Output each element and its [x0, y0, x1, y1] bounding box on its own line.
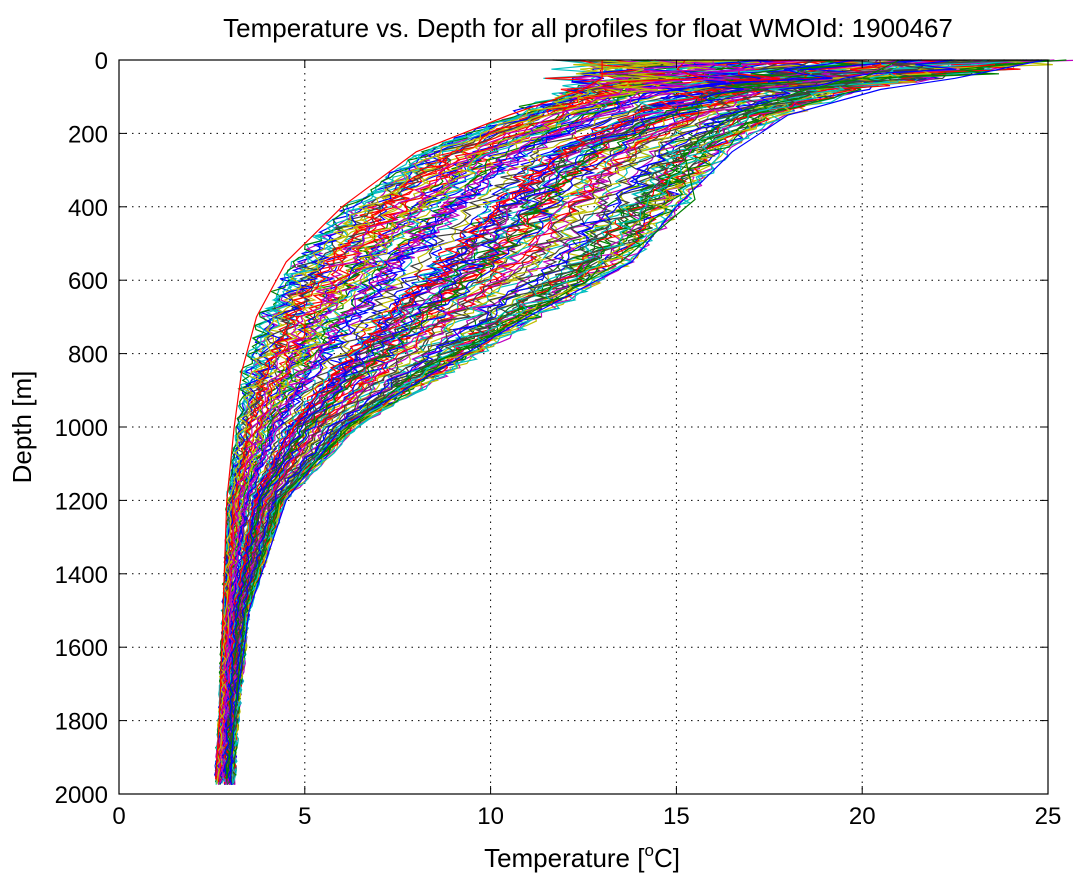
profile-line-111	[227, 59, 928, 784]
profile-line-ref-0	[229, 59, 1045, 780]
profile-line-96	[217, 59, 743, 785]
x-tick-label: 15	[663, 803, 690, 830]
profile-line-118	[229, 59, 1039, 784]
profile-line-ref-2	[215, 60, 603, 780]
y-tick-label: 1800	[55, 709, 108, 736]
profile-line-106	[225, 59, 852, 779]
y-tick-label: 1600	[55, 635, 108, 662]
y-tick-label: 2000	[55, 782, 108, 809]
y-tick-label: 600	[68, 268, 108, 295]
x-tick-labels: 0 5 10 15 20 25	[112, 803, 1061, 830]
x-tick-label: 20	[849, 803, 876, 830]
profile-line-72	[226, 59, 882, 780]
y-tick-label: 200	[68, 121, 108, 148]
profile-line-116	[215, 59, 716, 776]
profile-line-102	[219, 59, 745, 784]
profile-line-114	[217, 59, 703, 783]
x-tick-label: 25	[1035, 803, 1062, 830]
y-tick-label: 1200	[55, 488, 108, 515]
x-tick-label: 0	[112, 803, 125, 830]
profile-line-93	[221, 59, 867, 779]
y-tick-label: 800	[68, 342, 108, 369]
y-tick-labels: 0 200 400 600 800 1000 1200 1400 1600 1800 2000	[55, 48, 108, 809]
profile-line-107	[216, 59, 644, 781]
profile-line-117	[215, 59, 661, 785]
profile-line-119	[227, 59, 957, 786]
y-tick-label: 1000	[55, 415, 108, 442]
x-axis-label: Temperature [oC]	[484, 841, 680, 873]
x-axis-label-end: C]	[654, 843, 680, 873]
profile-line-101	[214, 59, 683, 775]
profile-line-80	[218, 59, 740, 773]
x-axis-label-superscript: o	[644, 841, 653, 860]
y-tick-label: 400	[68, 195, 108, 222]
x-tick-label: 10	[477, 803, 504, 830]
axis-ticks	[118, 59, 1049, 795]
profile-line-112	[224, 59, 856, 775]
grid-lines	[119, 60, 1048, 794]
y-axis-label: Depth [m]	[7, 371, 37, 484]
y-tick-label: 0	[95, 48, 108, 75]
x-axis-label-main: Temperature [	[484, 843, 645, 873]
profile-line-ref-1	[226, 59, 900, 780]
profile-line-97	[224, 59, 816, 777]
y-tick-label: 1400	[55, 562, 108, 589]
profile-lines	[214, 59, 1073, 786]
chart-title: Temperature vs. Depth for all profiles f…	[223, 13, 953, 43]
x-tick-label: 5	[298, 803, 311, 830]
